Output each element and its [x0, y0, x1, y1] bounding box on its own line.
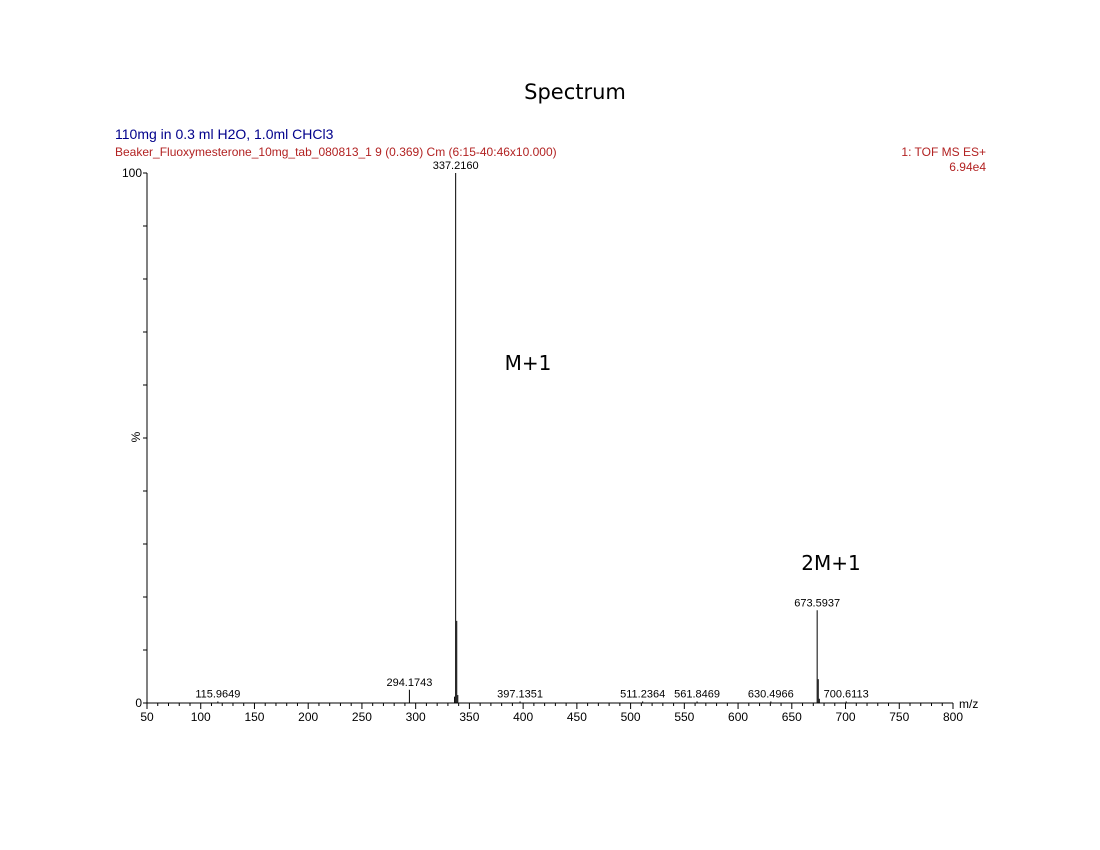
y-axis-label: % — [129, 431, 143, 442]
peak-label: 397.1351 — [497, 688, 543, 700]
x-tick-label: 800 — [943, 710, 963, 724]
x-tick-label: 650 — [782, 710, 802, 724]
peak-label: 630.4966 — [748, 688, 794, 700]
y-axis-ticks: 0 100 — [122, 166, 147, 710]
y-tick-label: 0 — [135, 696, 142, 710]
peak-label: 115.9649 — [195, 688, 240, 700]
x-tick-label: 400 — [513, 710, 533, 724]
peak-label: 294.1743 — [386, 677, 432, 689]
x-tick-label: 350 — [459, 710, 479, 724]
run-info: Beaker_Fluoxymesterone_10mg_tab_080813_1… — [115, 145, 557, 159]
x-tick-label: 600 — [728, 710, 748, 724]
intensity-max: 6.94e4 — [949, 160, 986, 174]
peak-label: 700.6113 — [824, 688, 869, 700]
peak-label: 673.5937 — [794, 597, 840, 609]
x-tick-label: 250 — [352, 710, 372, 724]
acquisition-mode: 1: TOF MS ES+ — [901, 145, 986, 159]
x-tick-label: 550 — [674, 710, 694, 724]
x-axis-label: m/z — [959, 697, 978, 711]
annotation-m-plus-1: M+1 — [505, 351, 552, 375]
peak-labels: 115.9649 294.1743 337.2160 397.1351 511.2364… — [195, 160, 868, 700]
peak-label: 511.2364 — [620, 688, 665, 700]
x-tick-label: 200 — [298, 710, 318, 724]
x-tick-label: 750 — [889, 710, 909, 724]
x-tick-label: 450 — [567, 710, 587, 724]
x-tick-label: 100 — [191, 710, 211, 724]
peaks — [217, 173, 847, 703]
x-tick-label: 500 — [621, 710, 641, 724]
x-tick-label: 150 — [244, 710, 264, 724]
peak-label: 561.8469 — [674, 688, 720, 700]
peak-label: 337.2160 — [433, 160, 479, 172]
x-tick-label: 700 — [836, 710, 856, 724]
chart-title: Spectrum — [524, 80, 626, 104]
annotation-2m-plus-1: 2M+1 — [801, 551, 860, 575]
x-tick-label: 300 — [406, 710, 426, 724]
y-tick-label: 100 — [122, 166, 142, 180]
sample-description: 110mg in 0.3 ml H2O, 1.0ml CHCl3 — [115, 126, 334, 142]
x-tick-label: 50 — [140, 710, 154, 724]
x-axis-ticks: 50 100 150 200 250 300 350 400 450 500 550 600 650 70… — [140, 703, 963, 724]
